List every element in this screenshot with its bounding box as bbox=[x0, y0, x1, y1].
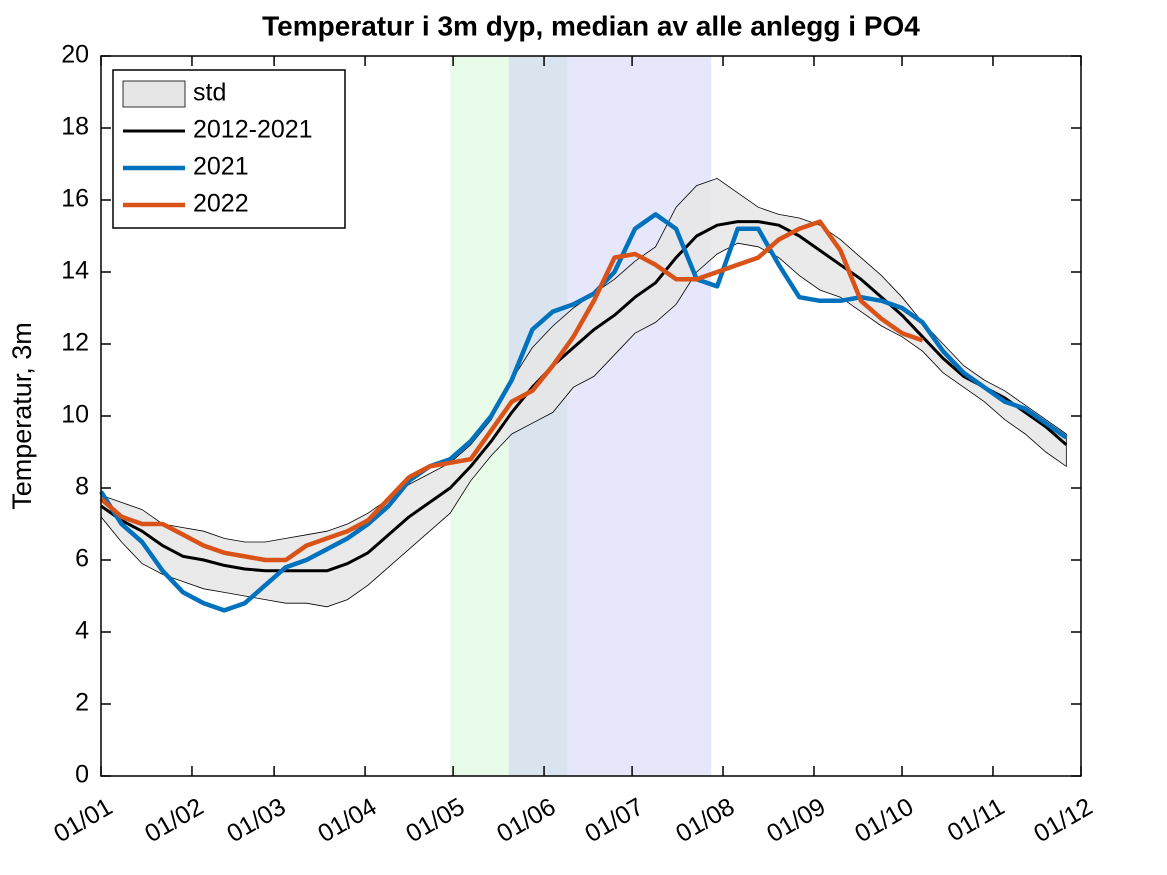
y-tick-label: 18 bbox=[61, 113, 89, 141]
y-tick-label: 2 bbox=[75, 689, 89, 717]
legend-label: 2012-2021 bbox=[193, 116, 313, 144]
y-tick-label: 0 bbox=[75, 761, 89, 789]
y-tick-label: 8 bbox=[75, 473, 89, 501]
chart-title: Temperatur i 3m dyp, median av alle anle… bbox=[262, 10, 920, 41]
y-tick-label: 6 bbox=[75, 545, 89, 573]
std-band bbox=[100, 177, 1067, 608]
legend-label: 2021 bbox=[193, 153, 249, 181]
series-line bbox=[100, 220, 1068, 573]
y-tick-label: 4 bbox=[75, 617, 89, 645]
x-tick-label: 01/07 bbox=[580, 793, 648, 849]
x-tick-label: 01/05 bbox=[401, 793, 469, 849]
legend-label: 2022 bbox=[193, 190, 249, 218]
x-tick-label: 01/10 bbox=[850, 793, 918, 849]
x-tick-label: 01/02 bbox=[140, 793, 208, 849]
x-tick-label: 01/12 bbox=[1029, 793, 1097, 849]
series-line bbox=[99, 219, 924, 563]
y-tick-label: 14 bbox=[61, 257, 89, 285]
y-tick-label: 10 bbox=[61, 401, 89, 429]
legend-label: std bbox=[193, 79, 226, 107]
y-axis-label: Temperatur, 3m bbox=[7, 322, 37, 510]
x-tick-label: 01/01 bbox=[49, 793, 117, 849]
x-tick-label: 01/04 bbox=[313, 793, 381, 849]
y-tick-label: 12 bbox=[61, 329, 89, 357]
x-tick-label: 01/08 bbox=[671, 793, 739, 849]
series-line bbox=[99, 212, 1068, 613]
x-tick-label: 01/11 bbox=[943, 793, 1010, 848]
legend-swatch bbox=[122, 80, 186, 108]
y-tick-label: 16 bbox=[61, 185, 89, 213]
x-tick-label: 01/06 bbox=[492, 793, 560, 849]
x-tick-label: 01/03 bbox=[222, 793, 290, 849]
y-tick-label: 20 bbox=[61, 41, 89, 69]
x-tick-label: 01/09 bbox=[762, 793, 830, 849]
